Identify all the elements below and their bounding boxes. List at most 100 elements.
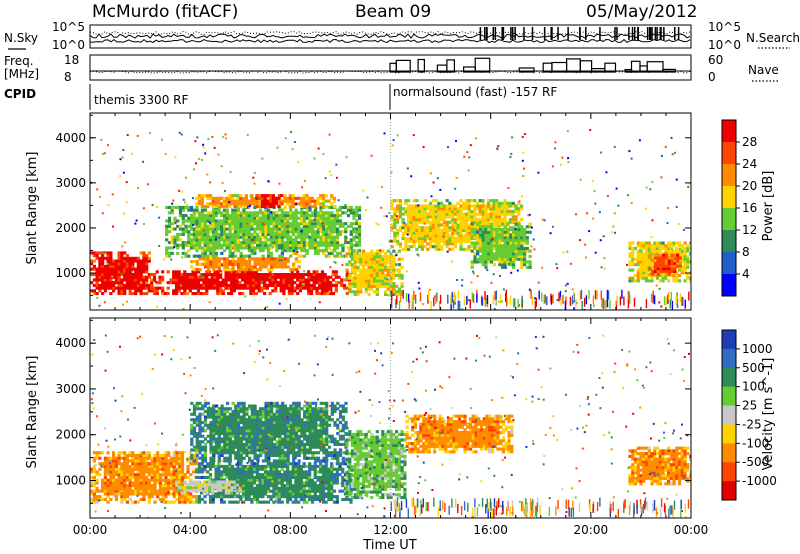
power-noise-point — [562, 251, 565, 254]
power-echo-cell — [384, 276, 388, 280]
velocity-echo-cell — [172, 492, 176, 496]
velocity-echo-cell — [114, 464, 118, 468]
power-echo-cell — [473, 236, 477, 240]
power-noise-point — [475, 137, 478, 140]
power-echo-cell — [294, 196, 298, 200]
power-echo-cell — [511, 215, 515, 219]
power-echo-cell — [680, 260, 684, 264]
power-echo-cell — [271, 275, 275, 279]
power-echo-cell — [453, 242, 458, 246]
power-echo-cell — [364, 290, 368, 294]
power-noise-point — [521, 159, 524, 162]
power-echo-cell — [305, 205, 309, 209]
power-noise-point — [461, 279, 464, 281]
power-echo-cell — [191, 281, 195, 285]
velocity-echo-cell — [153, 459, 157, 463]
power-echo-cell — [459, 234, 463, 238]
power-echo-cell — [288, 196, 292, 200]
velocity-echo-cell — [128, 459, 132, 463]
power-echo-cell — [280, 243, 284, 247]
power-echo-cell — [673, 261, 677, 265]
power-echo-cell — [181, 219, 185, 223]
power-echo-cell — [478, 255, 483, 259]
power-echo-cell — [192, 211, 196, 215]
power-echo-cell — [495, 241, 499, 245]
power-echo-cell — [223, 219, 227, 223]
power-echo-cell — [409, 234, 413, 238]
velocity-echo-cell — [172, 486, 176, 490]
power-echo-cell — [236, 219, 240, 223]
power-noise-point — [493, 308, 496, 310]
power-echo-cell — [407, 209, 411, 213]
power-echo-cell — [238, 292, 242, 296]
power-echo-cell — [648, 272, 652, 276]
power-echo-cell — [205, 283, 209, 287]
power-echo-cell — [453, 237, 458, 241]
power-noise-point — [442, 235, 445, 238]
power-echo-cell — [656, 256, 660, 260]
power-echo-cell — [636, 257, 640, 261]
power-echo-cell — [177, 286, 181, 290]
power-echo-cell — [484, 207, 488, 211]
velocity-echo-cell — [167, 500, 171, 504]
power-echo-cell — [258, 238, 262, 242]
power-echo-cell — [445, 228, 449, 232]
power-echo-cell — [286, 241, 290, 245]
power-echo-cell — [271, 202, 275, 206]
velocity-echo-cell — [128, 481, 132, 485]
power-echo-cell — [355, 227, 359, 231]
velocity-echo-cell — [164, 467, 168, 471]
power-echo-cell — [508, 204, 513, 208]
velocity-echo-cell — [142, 478, 146, 482]
power-echo-cell — [245, 246, 249, 250]
power-echo-cell — [216, 278, 220, 282]
power-echo-cell — [145, 275, 149, 279]
power-noise-point — [322, 153, 325, 155]
power-echo-cell — [395, 252, 399, 256]
power-echo-cell — [165, 251, 169, 255]
power-echo-cell — [299, 196, 303, 200]
power-echo-cell — [256, 257, 260, 261]
power-echo-cell — [226, 260, 230, 264]
power-echo-cell — [669, 249, 673, 253]
power-echo-cell — [528, 225, 532, 229]
power-echo-cell — [503, 223, 507, 227]
power-echo-cell — [206, 241, 210, 245]
power-noise-point — [194, 140, 197, 143]
power-echo-cell — [258, 246, 262, 250]
power-echo-cell — [239, 235, 243, 239]
velocity-echo-cell — [101, 481, 105, 485]
power-echo-cell — [364, 287, 368, 291]
power-echo-cell — [166, 270, 170, 274]
nsearch-tick-bottom: 10^0 — [708, 38, 741, 52]
power-echo-cell — [349, 222, 353, 226]
power-echo-cell — [287, 275, 291, 279]
velocity-echo-cell — [139, 475, 143, 479]
power-echo-cell — [327, 205, 331, 209]
power-echo-cell — [520, 236, 524, 240]
power-echo-cell — [478, 233, 483, 237]
power-echo-cell — [345, 255, 349, 259]
power-echo-cell — [200, 222, 205, 226]
power-echo-cell — [292, 262, 296, 266]
power-echo-cell — [274, 281, 278, 285]
power-echo-cell — [639, 265, 643, 269]
power-echo-cell — [315, 270, 319, 274]
power-echo-cell — [333, 222, 337, 226]
power-echo-cell — [286, 265, 290, 269]
power-echo-cell — [644, 257, 649, 261]
power-echo-cell — [198, 235, 202, 239]
power-echo-cell — [224, 273, 228, 277]
power-echo-cell — [442, 215, 446, 219]
velocity-echo-cell — [161, 497, 165, 501]
power-echo-cell — [234, 232, 238, 236]
power-echo-cell — [375, 273, 379, 277]
power-noise-point — [154, 280, 157, 283]
power-echo-cell — [324, 199, 328, 203]
power-noise-streak — [447, 294, 449, 304]
velocity-echo-cell — [117, 451, 121, 455]
power-echo-cell — [243, 275, 247, 279]
power-echo-cell — [203, 227, 207, 231]
power-noise-point — [603, 267, 606, 270]
power-noise-point — [541, 266, 544, 269]
